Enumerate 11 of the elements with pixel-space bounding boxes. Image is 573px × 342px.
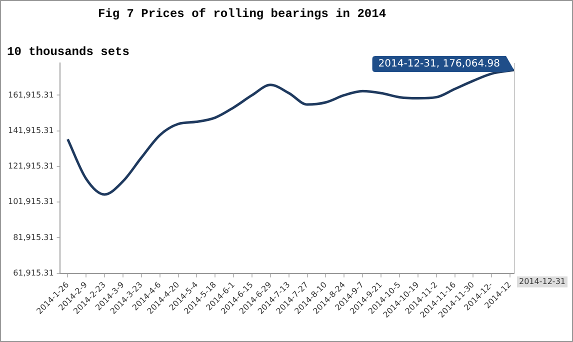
chart-title: Fig 7 Prices of rolling bearings in 2014 — [96, 7, 388, 21]
y-tick-label: 121,915.31 — [8, 162, 54, 171]
y-tick-label: 81,915.31 — [13, 232, 54, 242]
y-tick-label: 101,915.31 — [8, 197, 54, 206]
annotation: 2014-12-31, 176,064.98 — [378, 58, 500, 70]
line-series — [66, 68, 514, 196]
text: 2014-12-31 — [519, 276, 566, 286]
y-tick-label: 161,915.31 — [8, 90, 54, 100]
y-tick-label: 61,915.31 — [13, 268, 54, 278]
y-tick-label: 141,915.31 — [8, 126, 54, 135]
y-axis-title: 10 thousands sets — [7, 45, 130, 59]
